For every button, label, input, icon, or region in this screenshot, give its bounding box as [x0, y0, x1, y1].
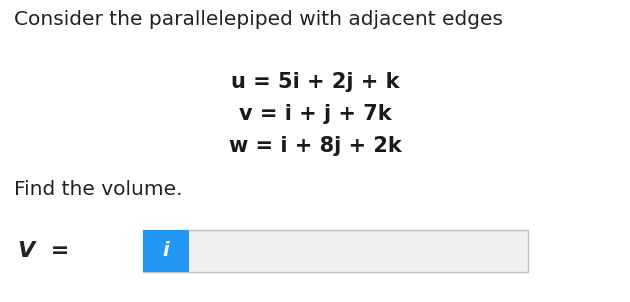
Text: i: i	[163, 242, 169, 261]
Text: v = i + j + 7k: v = i + j + 7k	[239, 104, 391, 124]
Text: w = i + 8j + 2k: w = i + 8j + 2k	[229, 136, 401, 156]
Text: V  =: V =	[18, 241, 69, 261]
FancyBboxPatch shape	[143, 230, 528, 272]
Text: Consider the parallelepiped with adjacent edges: Consider the parallelepiped with adjacen…	[14, 10, 503, 29]
FancyBboxPatch shape	[143, 230, 189, 272]
Text: u = 5i + 2j + k: u = 5i + 2j + k	[231, 72, 399, 92]
Text: Find the volume.: Find the volume.	[14, 180, 183, 199]
